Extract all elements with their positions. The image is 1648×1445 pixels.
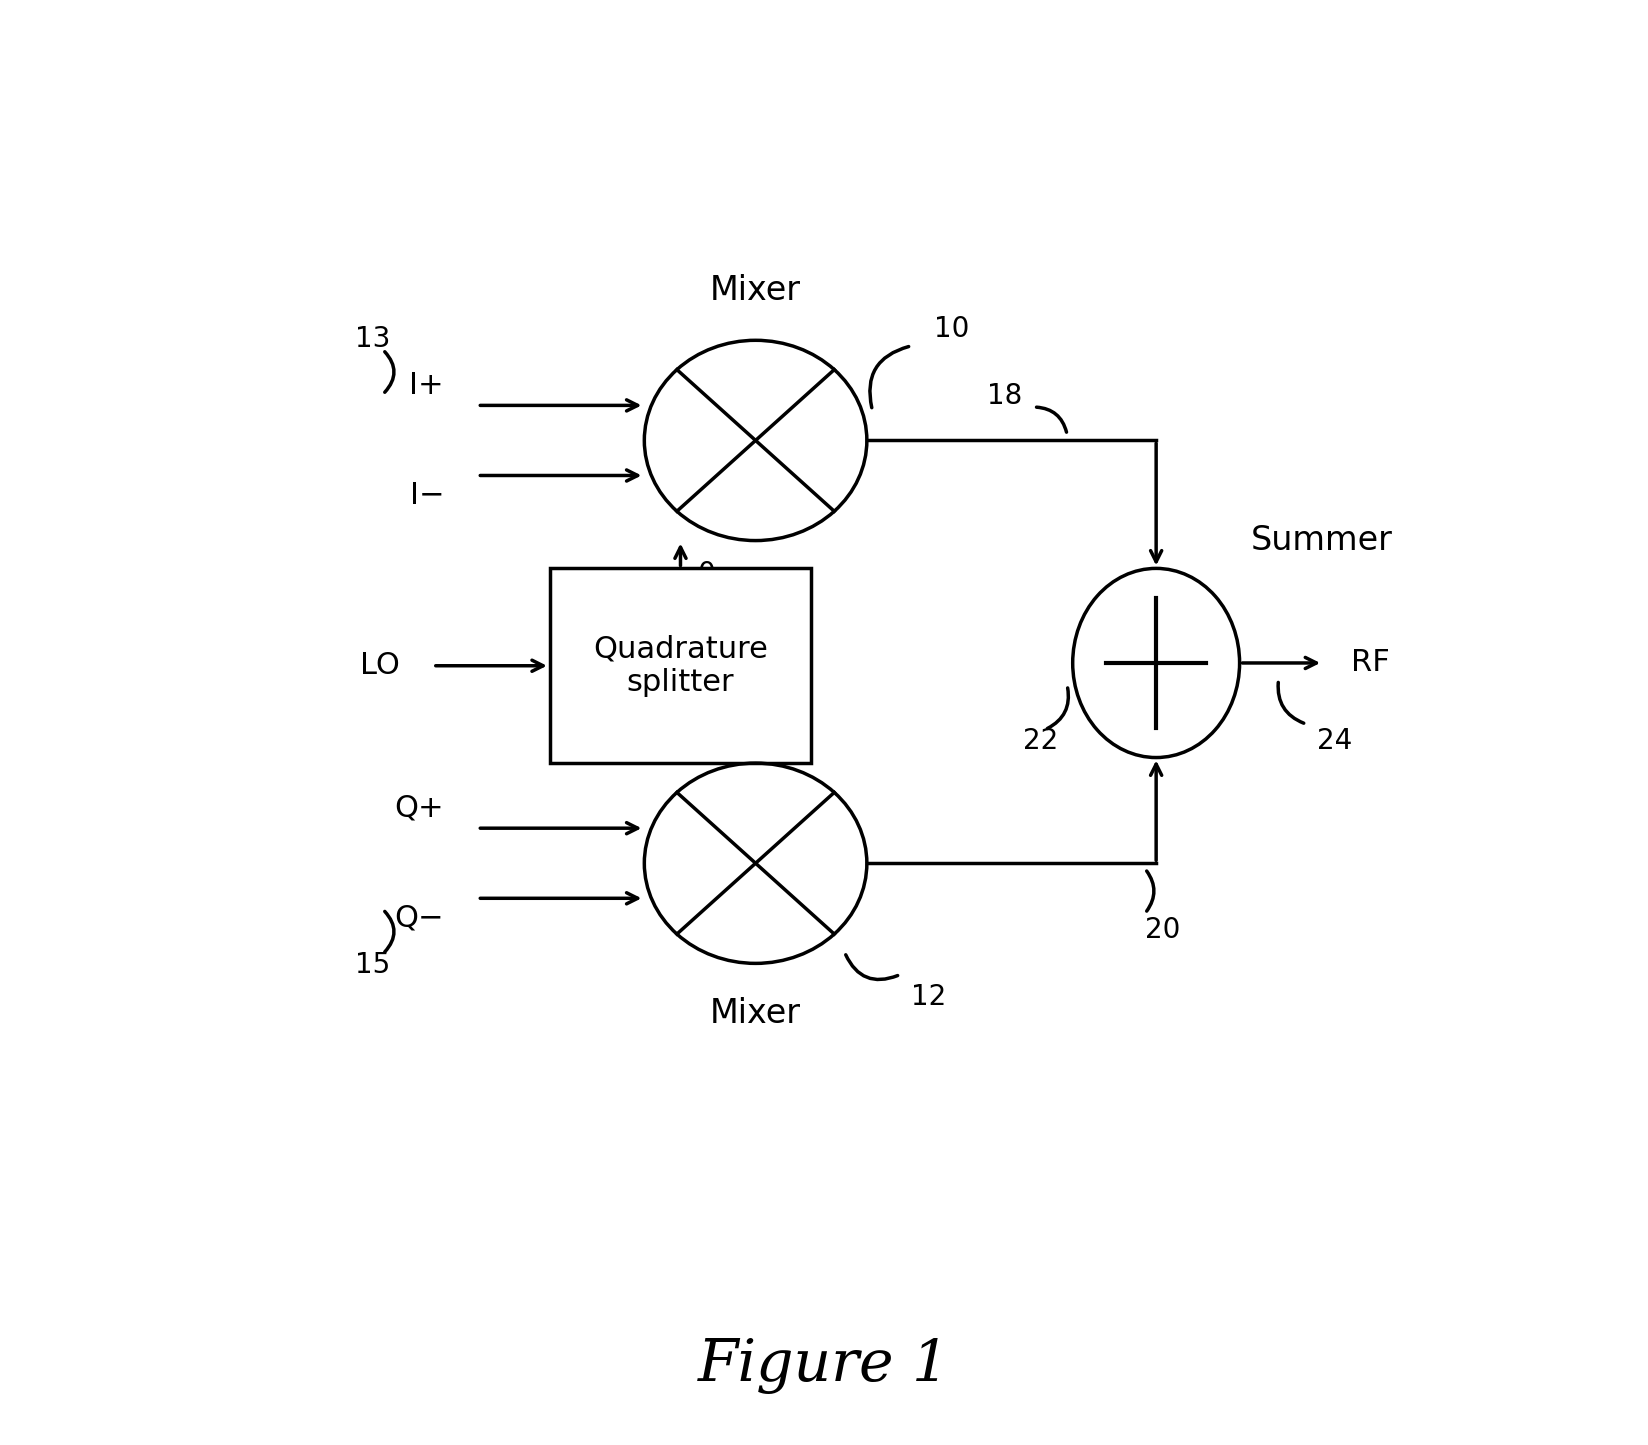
Text: 13: 13: [354, 325, 391, 353]
Text: I+: I+: [409, 371, 443, 400]
Text: Mixer: Mixer: [710, 275, 801, 306]
Text: LO: LO: [359, 652, 399, 681]
Text: Figure 1: Figure 1: [699, 1337, 949, 1394]
Text: 15: 15: [354, 951, 391, 980]
FancyBboxPatch shape: [550, 568, 811, 763]
Text: Quadrature
splitter: Quadrature splitter: [593, 634, 768, 696]
Text: I−: I−: [410, 481, 443, 510]
Text: 18: 18: [987, 381, 1023, 410]
Text: 10: 10: [934, 315, 969, 342]
Text: 20: 20: [1145, 916, 1180, 944]
Text: 22: 22: [1023, 727, 1058, 754]
Text: Mixer: Mixer: [710, 997, 801, 1030]
Text: 16: 16: [567, 705, 603, 733]
Text: RF: RF: [1351, 649, 1389, 678]
Text: Q+: Q+: [394, 793, 443, 822]
Text: 12: 12: [911, 983, 946, 1010]
Text: Q−: Q−: [394, 905, 443, 933]
Text: 0: 0: [697, 561, 715, 588]
Text: 14: 14: [567, 571, 603, 600]
Text: 24: 24: [1317, 727, 1353, 754]
Text: 90: 90: [697, 715, 733, 744]
Text: Summer: Summer: [1251, 525, 1393, 558]
